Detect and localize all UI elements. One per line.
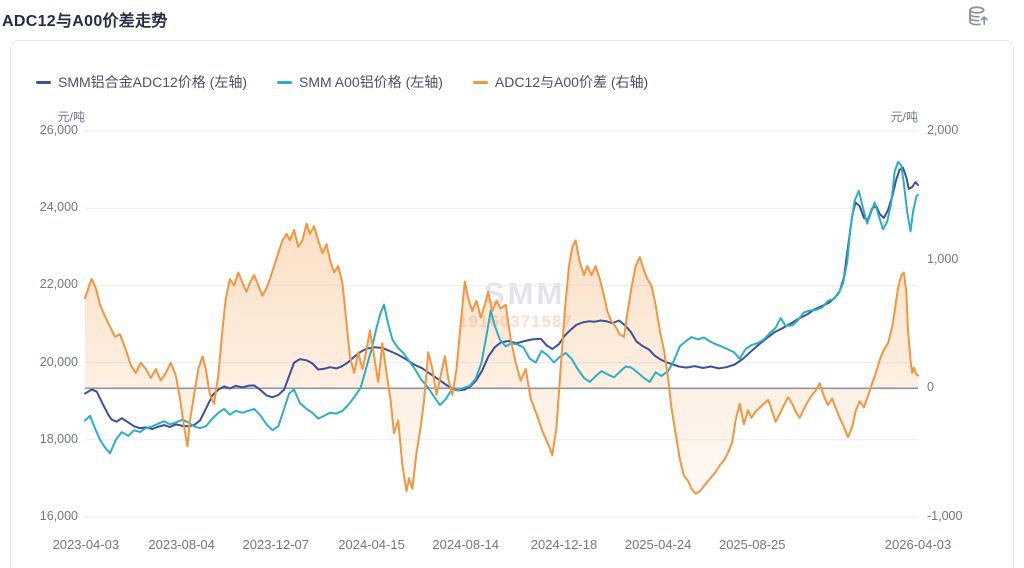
right-axis-unit: 元/吨 [890, 110, 918, 124]
x-axis-tick: 2024-08-14 [432, 537, 499, 552]
legend-line-marker-icon [472, 80, 488, 84]
series-line-1 [84, 160, 919, 455]
x-axis-tick: 2023-04-03 [52, 537, 120, 552]
page-title: ADC12与A00价差走势 [2, 13, 168, 30]
legend-line-marker-icon [36, 80, 51, 84]
x-axis-tick: 2023-12-07 [242, 537, 310, 552]
legend-label: ADC12与A00价差 (右轴) [494, 74, 649, 90]
right-axis-tick: -1,000 [927, 509, 963, 523]
right-axis-tick: 1,000 [927, 251, 959, 266]
legend-item-2[interactable]: ADC12与A00价差 (右轴) [472, 72, 649, 92]
x-axis-tick: 2023-08-04 [148, 537, 215, 552]
x-axis-tick: 2024-12-18 [530, 537, 598, 552]
legend-line-marker-icon [277, 80, 293, 84]
left-axis-unit: 元/吨 [57, 110, 85, 124]
left-axis-tick: 26,000 [39, 123, 78, 137]
legend-label: SMM铝合金ADC12价格 (左轴) [58, 74, 248, 90]
legend-label: SMM A00铝价格 (左轴) [299, 74, 443, 90]
left-axis-tick: 22,000 [39, 277, 78, 292]
series-line-2 [84, 222, 919, 495]
x-axis-tick: 2026-04-03 [884, 537, 952, 552]
x-axis-tick: 2025-04-24 [624, 537, 692, 552]
legend-item-0[interactable]: SMM铝合金ADC12价格 (左轴) [36, 72, 247, 92]
series-line-0 [84, 166, 919, 430]
right-axis-tick: 0 [927, 380, 934, 395]
x-axis-tick: 2024-04-15 [338, 537, 405, 552]
legend-item-1[interactable]: SMM A00铝价格 (左轴) [277, 72, 443, 92]
spread-area-fill [85, 223, 918, 494]
export-data-button[interactable] [966, 4, 992, 30]
chart-card [10, 40, 1014, 568]
left-axis-tick: 18,000 [39, 431, 78, 446]
left-axis-tick: 20,000 [39, 354, 78, 369]
left-axis-tick: 24,000 [39, 200, 78, 215]
database-upload-icon [969, 6, 988, 27]
chart-legend: SMM铝合金ADC12价格 (左轴) SMM A00铝价格 (左轴) ADC12与A… [36, 72, 648, 92]
left-axis-tick: 16,000 [39, 509, 78, 523]
x-axis-tick: 2025-08-25 [718, 537, 786, 552]
right-axis-tick: 2,000 [927, 123, 959, 137]
